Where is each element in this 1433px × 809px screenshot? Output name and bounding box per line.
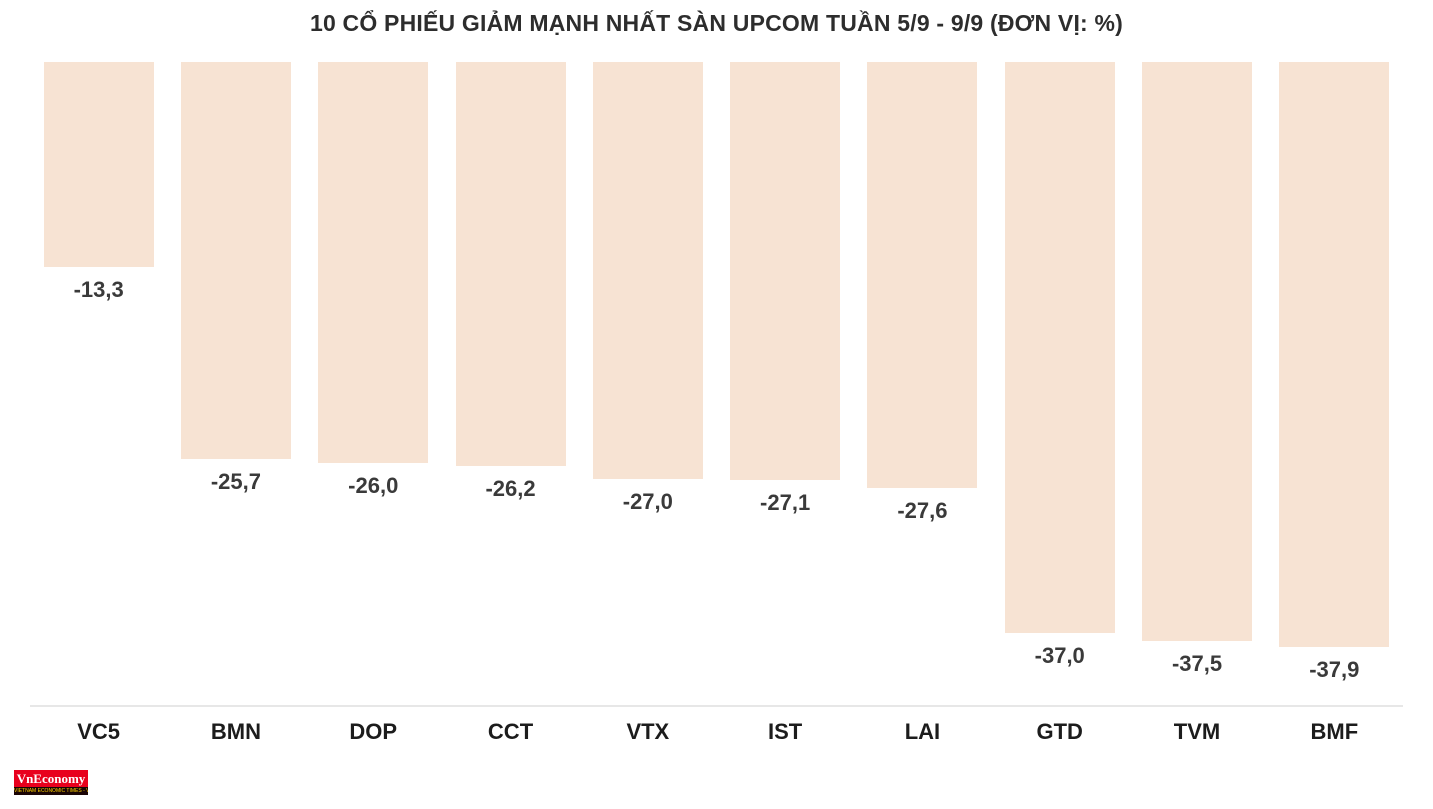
- x-axis-label: DOP: [349, 719, 398, 744]
- plot-area: -13,3 -25,7 -26,0 -26,2 -27,0 -27,1 -27,6 -37,0…: [30, 62, 1403, 683]
- bar-value-label: -37,9: [1309, 657, 1360, 682]
- bar-value-label: -37,5: [1171, 650, 1223, 676]
- bar-value-label: -37,0: [1034, 643, 1085, 669]
- bar-column: -27,6: [854, 62, 991, 524]
- bar: [1004, 62, 1115, 634]
- x-axis-label: LAI: [904, 719, 941, 744]
- bar: [867, 62, 978, 489]
- bar: [455, 62, 566, 467]
- bar-value-label: -25,7: [210, 468, 262, 494]
- bar: [730, 62, 841, 481]
- vneconomy-logo-tagline: VIETNAM ECONOMIC TIMES - VNECONOMY.VN: [14, 787, 88, 795]
- x-axis-label: BMN: [210, 719, 261, 744]
- x-axis-label: VC5: [77, 719, 121, 744]
- bar-column: -26,2: [442, 62, 579, 502]
- bar-column: -25,7: [167, 62, 304, 495]
- bar: [1142, 62, 1253, 641]
- bar-column: -27,1: [716, 62, 853, 516]
- x-axis-label: CCT: [487, 719, 534, 744]
- bar-value-label: -27,1: [760, 490, 811, 516]
- x-axis-labels: VC5 BMN DOP CCT VTX IST LAI GTD TVM BMF: [30, 719, 1403, 745]
- bar: [592, 62, 703, 479]
- bar-column: -37,9: [1266, 62, 1403, 683]
- x-axis-line: [30, 705, 1403, 707]
- bar: [43, 62, 154, 268]
- bar: [180, 62, 291, 459]
- x-axis-label: GTD: [1036, 719, 1083, 744]
- bar-value-label: -13,3: [73, 277, 124, 303]
- bar-column: -37,5: [1128, 62, 1265, 677]
- bar: [318, 62, 429, 464]
- x-axis-label: BMF: [1310, 719, 1359, 744]
- x-axis-label: IST: [768, 719, 803, 744]
- vneconomy-logo-text: VnEconomy: [14, 770, 88, 787]
- bar-value-label: -27,0: [622, 488, 673, 514]
- bar-value-label: -26,2: [485, 476, 536, 502]
- bar-value-label: -26,0: [348, 473, 399, 499]
- vneconomy-logo: VnEconomy VIETNAM ECONOMIC TIMES - VNECO…: [14, 770, 88, 795]
- x-axis-label: TVM: [1173, 719, 1221, 744]
- bar-column: -27,0: [579, 62, 716, 515]
- chart-title: 10 CỔ PHIẾU GIẢM MẠNH NHẤT SÀN UPCOM TUẦ…: [309, 10, 1123, 36]
- x-axis-label: VTX: [626, 719, 670, 744]
- bar-column: -37,0: [991, 62, 1128, 669]
- bar-value-label: -27,6: [897, 498, 948, 524]
- bar-column: -13,3: [30, 62, 167, 303]
- bar-column: -26,0: [305, 62, 442, 499]
- bar: [1279, 62, 1390, 647]
